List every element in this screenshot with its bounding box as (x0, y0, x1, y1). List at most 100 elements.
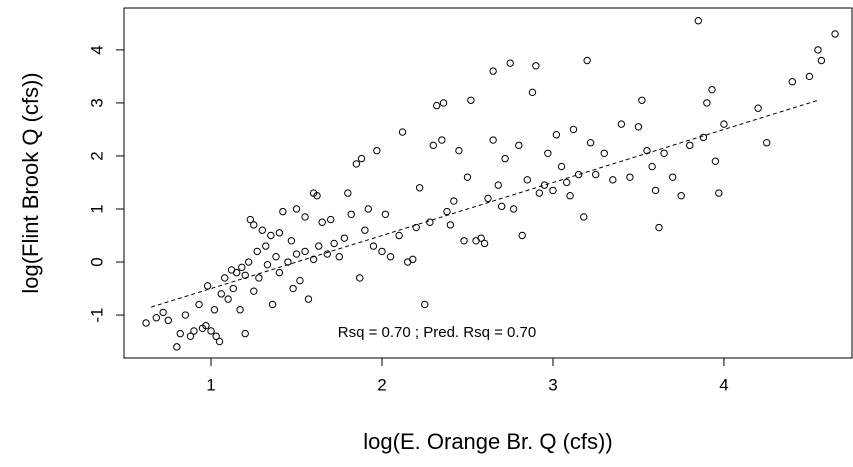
point (754, 104, 762, 112)
point (788, 78, 797, 86)
point (540, 181, 549, 189)
point (344, 189, 352, 197)
point (463, 173, 472, 181)
point (263, 260, 272, 269)
point (711, 157, 720, 165)
point (202, 321, 210, 330)
point (501, 154, 509, 163)
point (480, 239, 489, 248)
point (433, 101, 441, 110)
point (626, 173, 634, 181)
point (301, 213, 309, 221)
point (494, 181, 502, 189)
point (580, 213, 588, 221)
point (617, 120, 626, 128)
point (313, 192, 321, 200)
point (378, 247, 386, 256)
y-axis-label: log(Flint Brook Q (cfs)) (18, 72, 43, 293)
point (373, 146, 381, 155)
point (152, 313, 161, 322)
point (489, 67, 497, 75)
point (275, 229, 284, 237)
point (509, 205, 518, 213)
x-tick-label: 1 (206, 375, 215, 394)
y-tick-label: 3 (87, 98, 106, 107)
point (262, 242, 270, 250)
x-axis-label: log(E. Orange Br. Q (cfs)) (363, 429, 612, 454)
point (381, 210, 390, 218)
point (703, 99, 711, 107)
point (229, 284, 237, 293)
point (708, 85, 716, 94)
point (660, 149, 668, 158)
point (330, 239, 338, 248)
point (497, 202, 506, 211)
point (335, 253, 343, 261)
point (221, 274, 229, 282)
point (439, 99, 448, 107)
plot-frame (123, 7, 853, 359)
point (455, 146, 463, 155)
point (292, 250, 301, 258)
point (232, 268, 241, 277)
point (438, 136, 446, 144)
point (287, 237, 296, 245)
point (352, 160, 361, 168)
point (203, 282, 212, 290)
point (309, 255, 318, 264)
point (250, 221, 258, 229)
point (655, 223, 663, 232)
y-tick-label: 2 (87, 151, 106, 160)
point (569, 125, 578, 134)
point (651, 186, 660, 195)
point (817, 56, 826, 65)
point (275, 268, 284, 277)
point (686, 141, 694, 150)
point (443, 207, 451, 216)
point (292, 205, 301, 213)
point (506, 59, 514, 67)
y-tick-label: -1 (87, 307, 106, 322)
point (634, 123, 643, 131)
point (327, 215, 335, 224)
point (814, 46, 822, 54)
point (694, 17, 702, 25)
point (386, 253, 395, 261)
point (600, 149, 608, 158)
y-tick-label: 0 (87, 257, 106, 266)
point (244, 258, 253, 266)
point (268, 300, 277, 309)
point (415, 184, 424, 192)
point (253, 247, 261, 256)
point (446, 221, 455, 229)
point (238, 263, 246, 272)
point (638, 96, 646, 104)
point (720, 120, 728, 128)
annotation: Rsq = 0.70 ; Pred. Rsq = 0.70 (338, 324, 536, 341)
point (159, 308, 167, 317)
point (356, 274, 364, 282)
point (304, 295, 313, 303)
point (544, 149, 552, 158)
point (164, 316, 172, 325)
point (323, 250, 331, 258)
point (241, 271, 249, 279)
point (369, 242, 378, 250)
point (532, 62, 540, 70)
point (460, 237, 468, 245)
y-tick-label: 1 (87, 204, 106, 213)
point (643, 146, 651, 155)
point (142, 319, 150, 327)
point (715, 189, 723, 197)
point (315, 242, 323, 250)
point (523, 176, 532, 184)
point (518, 231, 526, 240)
point (258, 226, 267, 234)
point (357, 154, 366, 163)
point (648, 162, 656, 171)
point (255, 274, 263, 282)
point (668, 173, 677, 181)
point (301, 247, 309, 256)
